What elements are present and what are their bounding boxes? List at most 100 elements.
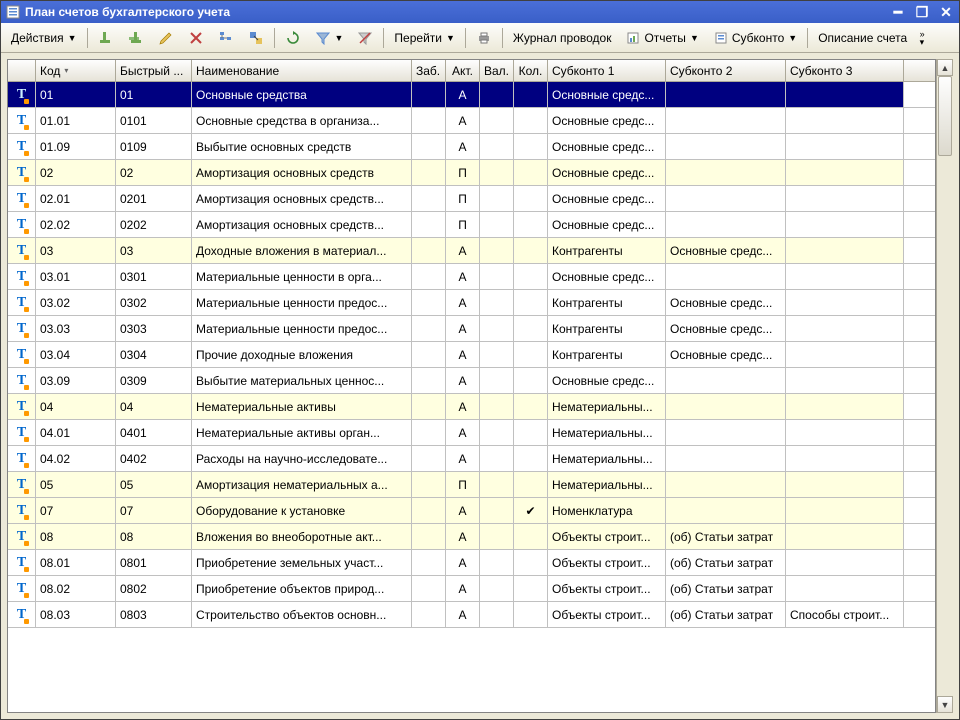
separator [807,28,808,48]
table-row[interactable]: T0404Нематериальные активыАНематериальны… [8,394,935,420]
print-button[interactable] [470,26,498,50]
add-group-icon [128,30,144,46]
filter-icon [315,30,331,46]
actions-menu[interactable]: Действия ▼ [5,26,83,50]
actions-label: Действия [11,31,64,45]
reports-icon [625,30,641,46]
scroll-track[interactable] [937,76,953,696]
maximize-button[interactable]: ❐ [911,3,933,21]
cell [514,134,548,159]
table-row[interactable]: T0303Доходные вложения в материал...АКон… [8,238,935,264]
cell [514,186,548,211]
scroll-down-button[interactable]: ▼ [937,696,953,713]
table-row[interactable]: T08.020802Приобретение объектов природ..… [8,576,935,602]
table-row[interactable]: T03.090309Выбытие материальных ценнос...… [8,368,935,394]
cell: 0801 [116,550,192,575]
col-s3[interactable]: Субконто 3 [786,60,904,81]
col-kol[interactable]: Кол. [514,60,548,81]
chevron-down-icon: ▼ [68,33,77,43]
table-row[interactable]: T0707Оборудование к установкеА✔Номенклат… [8,498,935,524]
hier-button[interactable] [212,26,240,50]
col-s2[interactable]: Субконто 2 [666,60,786,81]
vertical-scrollbar[interactable]: ▲ ▼ [936,59,953,713]
cell: 02.01 [36,186,116,211]
col-zab[interactable]: Заб. [412,60,446,81]
cell: А [446,82,480,107]
cell [480,212,514,237]
table-row[interactable]: T02.010201Амортизация основных средств..… [8,186,935,212]
toolbar-overflow[interactable]: »▾ [915,30,929,46]
cell: 0201 [116,186,192,211]
cell [480,368,514,393]
cell [412,420,446,445]
cell: Объекты строит... [548,524,666,549]
col-code[interactable]: Код [36,60,116,81]
table-row[interactable]: T04.020402Расходы на научно-исследовате.… [8,446,935,472]
cell: А [446,108,480,133]
minimize-button[interactable]: ━ [887,3,909,21]
subkonto-menu[interactable]: Субконто▼ [707,26,803,50]
cell: П [446,186,480,211]
cell [480,602,514,627]
move-button[interactable] [242,26,270,50]
table-row[interactable]: T08.010801Приобретение земельных участ..… [8,550,935,576]
toolbar: Действия ▼ ▼ Перейти▼ Журнал проводок Отч… [1,23,959,53]
goto-menu[interactable]: Перейти▼ [388,26,460,50]
table-row[interactable]: T03.030303Материальные ценности предос..… [8,316,935,342]
cell [480,134,514,159]
cell: Основные средс... [666,238,786,263]
refresh-button[interactable] [279,26,307,50]
col-fast[interactable]: Быстрый ... [116,60,192,81]
col-name[interactable]: Наименование [192,60,412,81]
edit-icon [158,30,174,46]
cell [514,394,548,419]
scroll-thumb[interactable] [938,76,952,156]
table-row[interactable]: T0101Основные средстваАОсновные средс... [8,82,935,108]
cell [666,498,786,523]
table-row[interactable]: T03.010301Материальные ценности в орга..… [8,264,935,290]
filter-button[interactable]: ▼ [309,26,350,50]
cell: Контрагенты [548,238,666,263]
desc-button[interactable]: Описание счета [812,26,913,50]
table-row[interactable]: T01.010101Основные средства в организа..… [8,108,935,134]
scroll-up-button[interactable]: ▲ [937,59,953,76]
table-row[interactable]: T03.040304Прочие доходные вложенияАКонтр… [8,342,935,368]
table-row[interactable]: T0505Амортизация нематериальных а...ПНем… [8,472,935,498]
table-row[interactable]: T0808Вложения во внеоборотные акт...АОбъ… [8,524,935,550]
cell: T [8,290,36,315]
add-group-button[interactable] [122,26,150,50]
delete-button[interactable] [182,26,210,50]
cell [480,108,514,133]
cell: Амортизация основных средств [192,160,412,185]
close-button[interactable]: ✕ [935,3,957,21]
cell [480,420,514,445]
cell [786,212,904,237]
cell: 03.03 [36,316,116,341]
col-val[interactable]: Вал. [480,60,514,81]
col-akt[interactable]: Акт. [446,60,480,81]
table-row[interactable]: T01.090109Выбытие основных средствАОснов… [8,134,935,160]
table-row[interactable]: T08.030803Строительство объектов основн.… [8,602,935,628]
table-row[interactable]: T0202Амортизация основных средствПОсновн… [8,160,935,186]
add-button[interactable] [92,26,120,50]
table-row[interactable]: T02.020202Амортизация основных средств..… [8,212,935,238]
cell: Основные средс... [666,316,786,341]
window-title: План счетов бухгалтерского учета [25,5,885,19]
cell [412,82,446,107]
col-icon[interactable] [8,60,36,81]
cell: Амортизация основных средств... [192,212,412,237]
table-row[interactable]: T03.020302Материальные ценности предос..… [8,290,935,316]
cell [786,472,904,497]
journal-button[interactable]: Журнал проводок [507,26,618,50]
filter-off-button[interactable] [351,26,379,50]
col-s1[interactable]: Субконто 1 [548,60,666,81]
cell: 02 [116,160,192,185]
cell [480,264,514,289]
cell: 04.02 [36,446,116,471]
table-row[interactable]: T04.010401Нематериальные активы орган...… [8,420,935,446]
account-icon: T [17,321,26,337]
reports-menu[interactable]: Отчеты▼ [619,26,704,50]
edit-button[interactable] [152,26,180,50]
cell: T [8,82,36,107]
cell: А [446,368,480,393]
